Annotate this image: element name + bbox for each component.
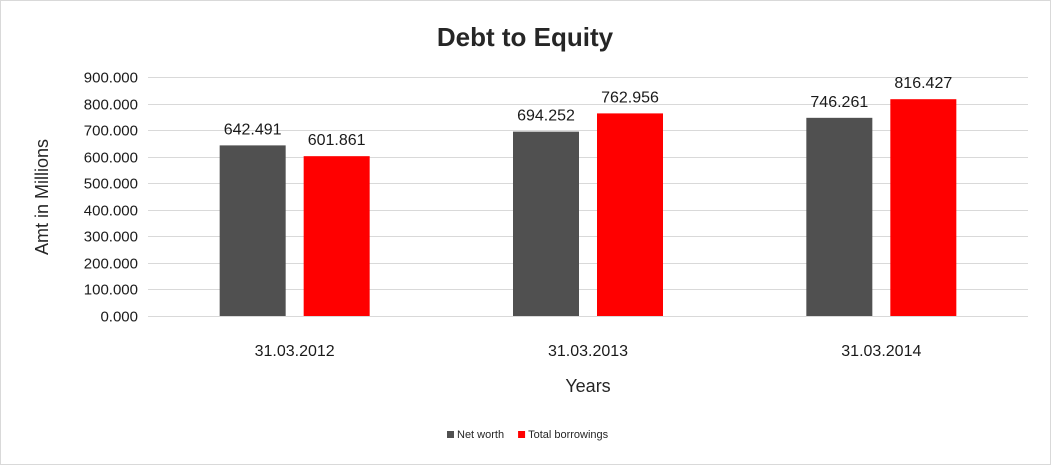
bar-total-borrowings (597, 113, 663, 316)
y-tick-label: 500.000 (84, 176, 138, 193)
y-axis-title: Amt in Millions (32, 139, 52, 255)
y-tick-label: 300.000 (84, 229, 138, 246)
legend-swatch (447, 431, 454, 438)
y-tick-label: 600.000 (84, 150, 138, 167)
data-label: 816.427 (894, 75, 952, 92)
legend-label: Total borrowings (528, 429, 609, 441)
y-tick-label: 700.000 (84, 123, 138, 140)
bar-total-borrowings (303, 156, 370, 316)
x-axis-categories: 31.03.2012 31.03.2013 31.03.2014 (255, 343, 922, 360)
bar-net-worth (806, 117, 873, 316)
x-category-label: 31.03.2012 (255, 343, 335, 360)
bars (219, 99, 957, 317)
x-category-label: 31.03.2013 (548, 343, 628, 360)
y-tick-label: 0.000 (100, 309, 138, 326)
data-label: 601.861 (308, 132, 366, 149)
legend: Net worth Total borrowings (447, 429, 609, 441)
data-label: 694.252 (517, 108, 575, 125)
x-category-label: 31.03.2014 (841, 343, 921, 360)
bar-total-borrowings (890, 99, 957, 317)
legend-label: Net worth (457, 429, 504, 441)
legend-swatch (518, 431, 526, 438)
data-label: 746.261 (810, 94, 868, 111)
x-axis-title: Years (565, 376, 610, 396)
bar-net-worth (219, 145, 286, 316)
data-label: 762.956 (601, 89, 659, 106)
data-label: 642.491 (224, 121, 282, 138)
data-labels: 642.491 601.861 694.252 762.956 746.261 816.4… (224, 75, 953, 149)
y-tick-label: 200.000 (84, 256, 138, 273)
y-tick-label: 800.000 (84, 97, 138, 114)
gridlines (148, 77, 1028, 317)
chart-title: Debt to Equity (437, 22, 614, 52)
y-axis-ticks: 0.000 100.000 200.000 300.000 400.000 500.000… (84, 70, 138, 326)
y-tick-label: 100.000 (84, 282, 138, 299)
bar-net-worth (513, 131, 579, 316)
y-tick-label: 400.000 (84, 203, 138, 220)
y-tick-label: 900.000 (84, 70, 138, 87)
